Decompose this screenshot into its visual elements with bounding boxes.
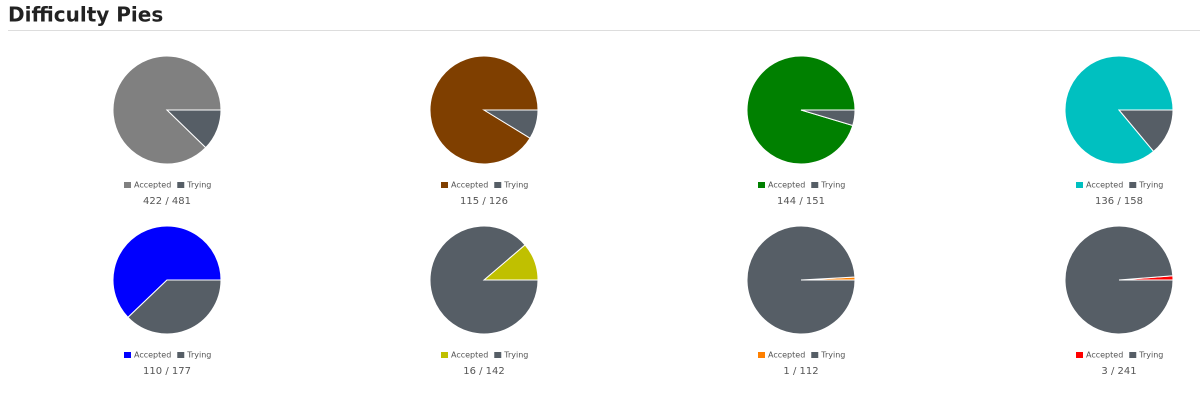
pie-slice — [1064, 225, 1174, 335]
legend-label: Trying — [1138, 181, 1163, 190]
legend-label: Trying — [503, 181, 528, 190]
summary: 422 / 481 — [143, 196, 191, 207]
pie-slice — [1117, 109, 1174, 153]
legend-swatch — [124, 182, 131, 188]
pie-slice — [112, 225, 222, 319]
legend-swatch — [758, 352, 765, 358]
legend-label: Trying — [186, 351, 211, 360]
pie-slice — [165, 109, 222, 149]
pie-slice — [746, 225, 856, 335]
legend-label: Accepted — [451, 181, 488, 190]
summary: 136 / 158 — [1095, 196, 1143, 207]
legend-label: Accepted — [1086, 351, 1123, 360]
legend-swatch — [441, 352, 448, 358]
legend-swatch — [1129, 352, 1137, 358]
legend-swatch — [494, 352, 502, 358]
legend-label: Accepted — [134, 181, 171, 190]
legend-swatch — [441, 182, 448, 188]
page-title: Difficulty Pies — [8, 3, 163, 27]
legend-swatch — [1076, 352, 1083, 358]
pie-slice — [127, 279, 222, 335]
pie-slice — [429, 225, 539, 335]
legend-label: Trying — [820, 181, 845, 190]
legend-swatch — [177, 182, 185, 188]
legend-swatch — [177, 352, 185, 358]
pie-slice — [800, 109, 856, 127]
legend-swatch — [1129, 182, 1137, 188]
legend-label: Trying — [1138, 351, 1163, 360]
legend-label: Trying — [503, 351, 528, 360]
legend-label: Accepted — [451, 351, 488, 360]
legend-label: Accepted — [768, 181, 805, 190]
legend-label: Trying — [186, 181, 211, 190]
pie-slice — [482, 109, 539, 139]
legend-label: Accepted — [1086, 181, 1123, 190]
legend-swatch — [811, 182, 819, 188]
summary: 144 / 151 — [777, 196, 825, 207]
legend-swatch — [758, 182, 765, 188]
legend-label: Accepted — [768, 351, 805, 360]
legend-label: Accepted — [134, 351, 171, 360]
legend-label: Trying — [820, 351, 845, 360]
summary: 3 / 241 — [1101, 366, 1136, 377]
legend-swatch — [494, 182, 502, 188]
summary: 1 / 112 — [783, 366, 818, 377]
summary: 115 / 126 — [460, 196, 508, 207]
summary: 16 / 142 — [463, 366, 505, 377]
legend-swatch — [124, 352, 131, 358]
legend-swatch — [811, 352, 819, 358]
summary: 110 / 177 — [143, 366, 191, 377]
legend-swatch — [1076, 182, 1083, 188]
